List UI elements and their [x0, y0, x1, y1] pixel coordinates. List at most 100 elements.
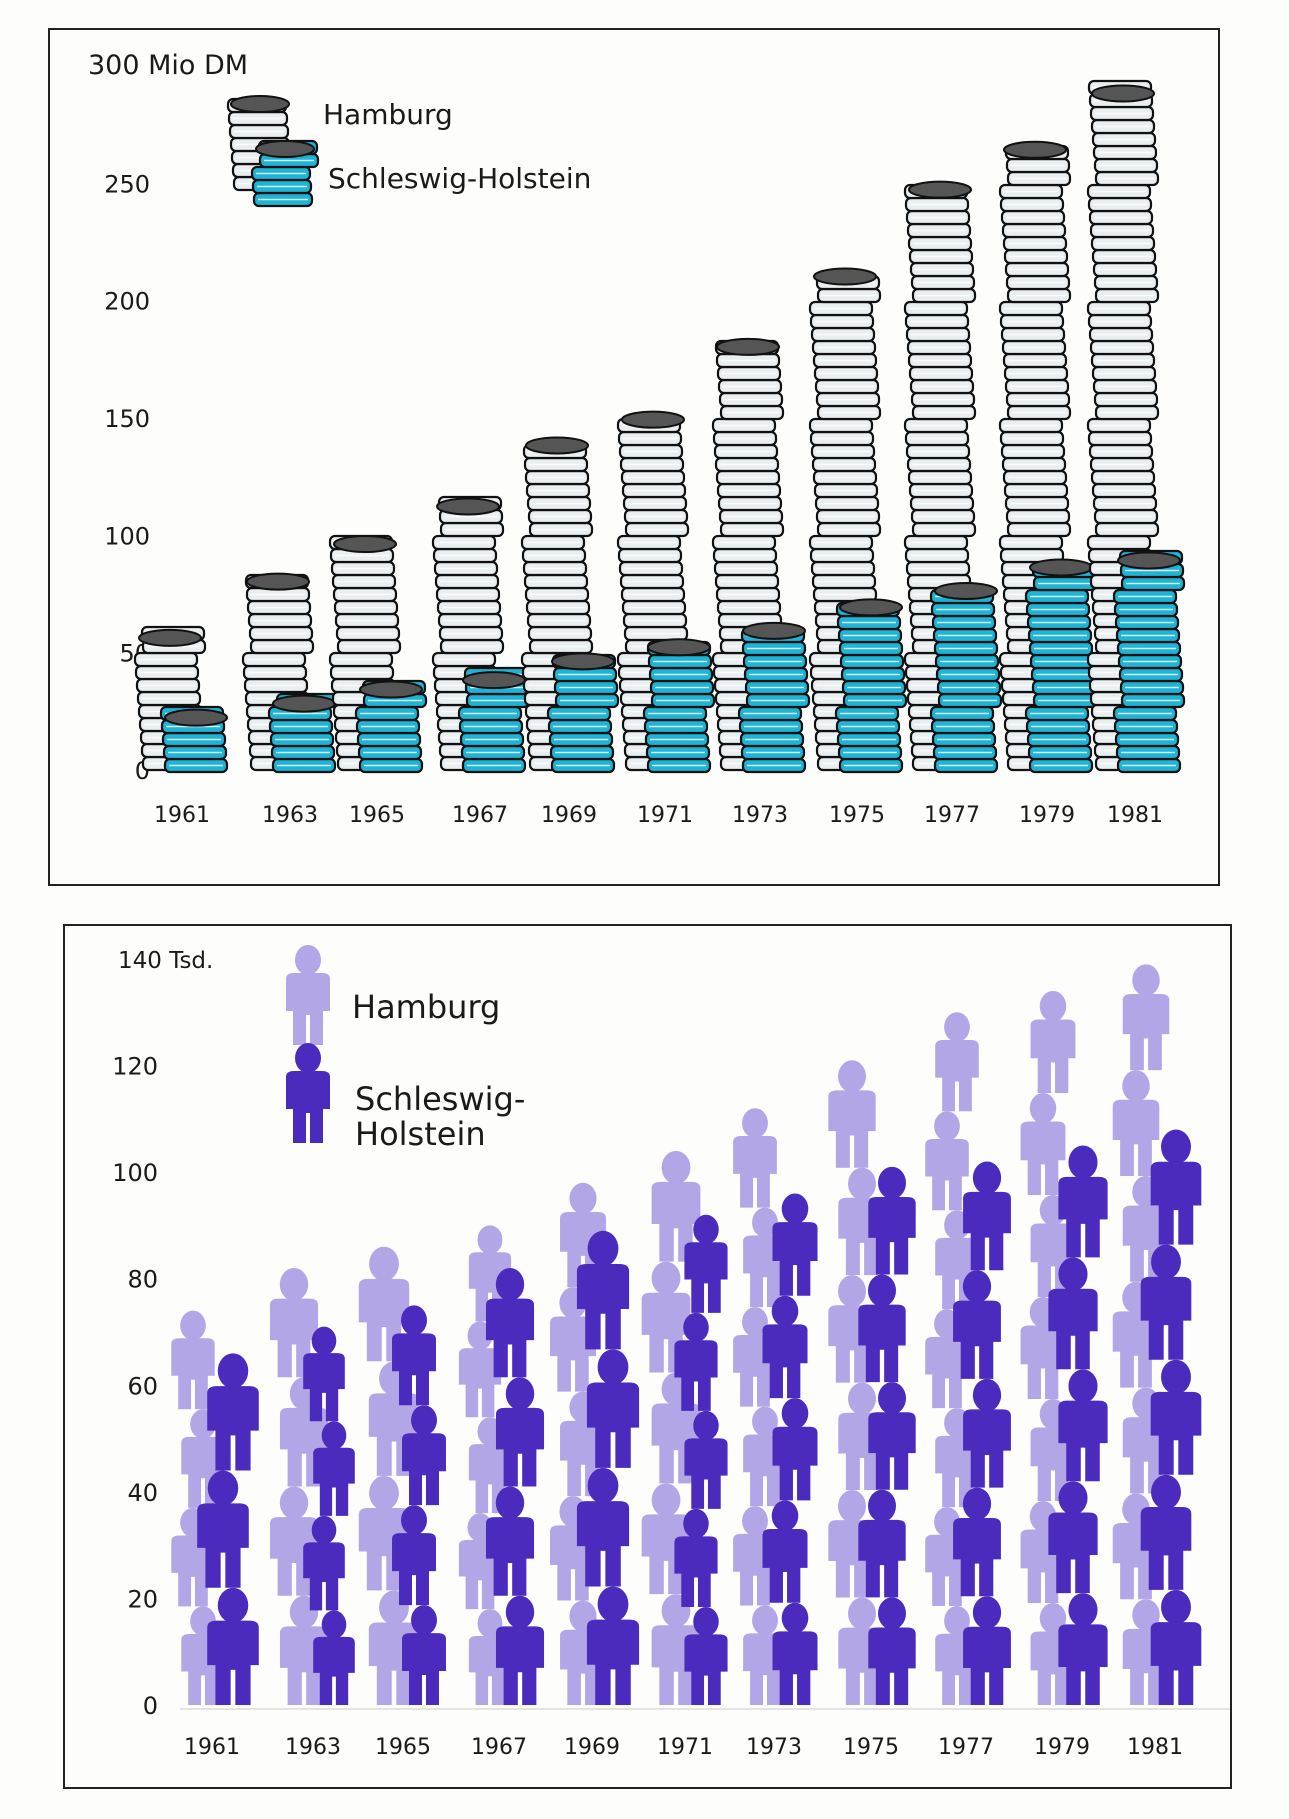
person-body [1058, 1624, 1108, 1705]
person-head [279, 1486, 309, 1520]
person-head [752, 1605, 778, 1636]
person-figure [684, 1606, 728, 1706]
people-y-tick-label: 120 [112, 1053, 158, 1081]
person-head [295, 945, 321, 975]
money-x-tick-label: 1979 [1019, 803, 1075, 828]
person-head [868, 1274, 896, 1307]
person-figure [684, 1410, 728, 1509]
person-head [651, 1483, 681, 1517]
person-body [963, 1191, 1011, 1271]
person-head [868, 1489, 896, 1523]
person-figure [1140, 1244, 1192, 1360]
money-x-tick-label: 1965 [349, 803, 405, 828]
person-body [1048, 1288, 1098, 1370]
person-head [1132, 1599, 1160, 1631]
person-body [772, 1426, 818, 1501]
person-figure [935, 1012, 979, 1112]
person-head [279, 1268, 309, 1301]
person-figure [586, 1586, 640, 1705]
legend-label-hamburg: Hamburg [323, 98, 453, 131]
money-y-tick-label: 150 [104, 405, 150, 433]
hamburg-coin-stack [241, 572, 315, 772]
person-figure [495, 1595, 545, 1705]
person-body [586, 1382, 640, 1468]
person-head [651, 1261, 681, 1295]
person-figure [1058, 1369, 1108, 1482]
person-body [858, 1519, 906, 1598]
person-head [742, 1506, 768, 1536]
person-body [684, 1438, 728, 1509]
legend-label-holstein: Holstein [355, 1115, 486, 1153]
person-figure [963, 1161, 1011, 1271]
person-head [972, 1596, 1002, 1629]
person-figure [651, 1150, 701, 1262]
person-body [207, 1620, 259, 1706]
people-y-tick-label: 40 [127, 1479, 158, 1507]
person-head [693, 1410, 719, 1441]
person-body [953, 1300, 1001, 1379]
person-figure [1048, 1257, 1098, 1370]
schleswig-holstein-coin-stack [737, 621, 811, 774]
people-x-tick-label: 1961 [184, 1735, 240, 1760]
coin-top [1003, 140, 1067, 159]
person-figure [1122, 964, 1170, 1071]
person-body [171, 1338, 215, 1410]
person-head [1151, 1474, 1181, 1510]
people-x-tick-label: 1969 [564, 1735, 620, 1760]
person-body [286, 973, 330, 1045]
hamburg-people-stack [925, 1012, 979, 1705]
schleswig-holstein-coin-stack [546, 652, 620, 774]
hamburg-people-stack [1112, 964, 1170, 1705]
person-body [1150, 1391, 1202, 1475]
person-figure [207, 1587, 259, 1706]
person-head [962, 1270, 992, 1303]
person-figure [1150, 1589, 1202, 1705]
person-body [772, 1222, 818, 1296]
person-body [963, 1626, 1011, 1705]
schleswig-holstein-coin-stack [159, 705, 229, 774]
person-figure [733, 1108, 777, 1208]
person-head [369, 1475, 399, 1511]
person-figure [586, 1349, 640, 1468]
person-head [401, 1305, 427, 1336]
person-figure [313, 1610, 355, 1705]
person-body [1020, 1325, 1066, 1399]
person-head [587, 1230, 619, 1267]
person-head [781, 1398, 809, 1429]
person-figure [495, 1377, 545, 1487]
person-body [1020, 1121, 1066, 1195]
person-body [1150, 1161, 1202, 1245]
legend-label-schleswig: Schleswig- [355, 1080, 525, 1118]
schleswig-holstein-coin-stack [1024, 558, 1098, 774]
person-body [674, 1536, 718, 1607]
schleswig-holstein-people-stack [953, 1161, 1011, 1705]
legend-label-schleswig-holstein: Schleswig-Holstein [328, 162, 591, 195]
person-head [217, 1587, 249, 1623]
person-head [771, 1500, 799, 1532]
person-body [586, 1619, 640, 1705]
person-body [392, 1333, 436, 1406]
person-body [925, 1138, 969, 1211]
person-figure [762, 1295, 808, 1399]
legend-person [286, 1043, 330, 1143]
coin-top [272, 694, 336, 713]
people-x-ticks: 1961 1963 1965 1967 1969 1971 1973 1975 1977 1979… [184, 1735, 1183, 1760]
person-head [369, 1246, 399, 1282]
person-body [1122, 1417, 1170, 1494]
money-x-tick-label: 1975 [829, 803, 885, 828]
person-head [1058, 1481, 1088, 1515]
schleswig-holstein-people-stack [1140, 1129, 1202, 1705]
person-head [495, 1268, 525, 1301]
person-body [868, 1412, 916, 1490]
schleswig-holstein-coin-stack [354, 679, 428, 774]
person-figure [1150, 1129, 1202, 1245]
person-body [197, 1503, 249, 1588]
person-head [781, 1602, 809, 1634]
people-y-unit-label: 140 Tsd. [118, 948, 213, 974]
people-y-tick-label: 0 [143, 1692, 158, 1720]
person-figure [772, 1602, 818, 1705]
person-body [868, 1627, 916, 1705]
person-body [1030, 1019, 1076, 1093]
person-body [485, 1298, 535, 1378]
money-y-tick-label: 250 [104, 170, 150, 198]
